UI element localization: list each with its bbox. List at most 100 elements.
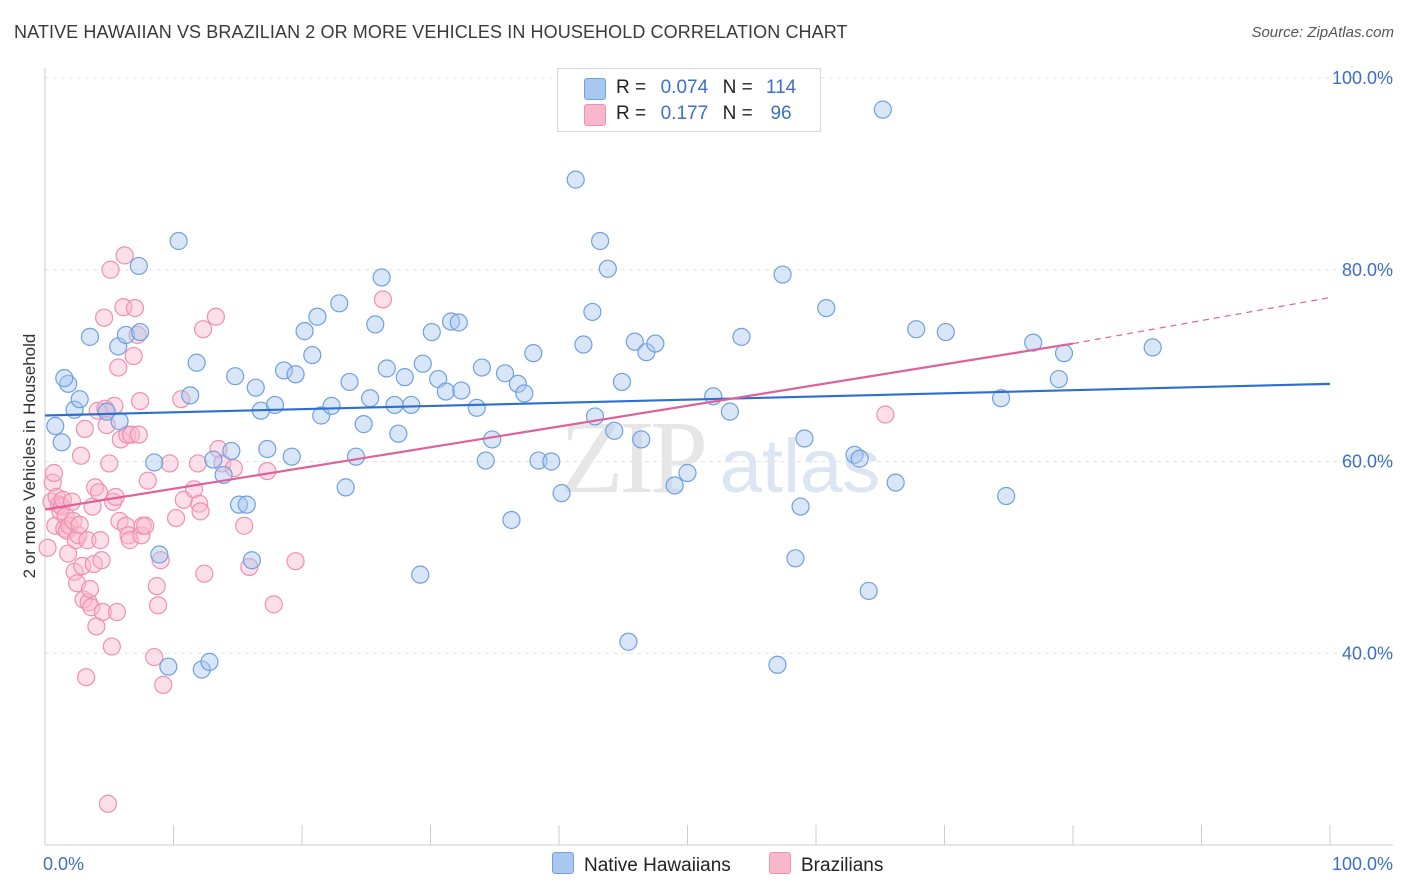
bottom-legend-label-brazilians: Brazilians [801,855,884,876]
native-hawaiian-point [795,429,814,448]
brazilian-point [206,307,226,326]
native-hawaiian-point [873,100,892,119]
native-hawaiian-point [181,386,200,405]
brazilian-point [79,593,98,612]
legend-r-value-blue: 0.074 [660,77,709,98]
native-hawaiian-point [786,549,805,568]
brazilian-point [151,551,170,570]
native-hawaiian-point [389,424,408,443]
brazilians-trend-extension [1072,296,1331,345]
native-hawaiian-point [591,231,610,251]
native-hawaiian-point [385,395,404,415]
native-hawaiian-point [583,302,602,322]
native-hawaiian-point [169,231,188,251]
native-hawaiian-point [768,655,787,674]
native-hawaiian-point [632,430,651,449]
brazilian-point [82,598,101,617]
brazilian-point [160,454,179,473]
brazilian-point [43,473,62,492]
native-hawaiian-point [200,652,219,671]
native-hawaiian-point [116,325,136,345]
y-axis-label: 2 or more Vehicles in Household [20,334,39,579]
native-hawaiian-point [308,307,327,326]
native-hawaiian-point [619,632,638,651]
native-hawaiian-point [242,551,261,570]
native-hawaiian-point [859,581,878,601]
brazilian-point [98,794,118,813]
native-hawaiian-point [340,372,359,392]
brazilians-trend-line [44,342,1074,511]
brazilian-point [80,579,100,599]
native-hawaiian-point [483,430,502,449]
native-hawaiian-point [441,312,461,331]
brazilian-point [107,602,127,622]
native-hawaiian-point [354,415,373,434]
brazilian-point [145,647,164,667]
native-hawaiian-point [720,402,740,421]
native-hawaiian-point [773,265,792,284]
brazilian-point [166,508,186,528]
native-hawaiian-point [366,315,385,334]
brazilian-point [59,544,78,563]
native-hawaiian-point [70,390,89,409]
brazilian-point [235,516,254,535]
native-hawaiian-point [204,450,223,469]
native-hawaiian-point [145,453,164,472]
brazilian-point [91,531,110,550]
native-hawaiian-point [237,495,256,514]
native-hawaiian-point [295,322,314,341]
native-hawaiian-point [665,476,684,495]
brazilian-point [190,494,209,513]
brazilian-point [93,602,112,622]
x-tick-label-min: 0.0% [43,854,84,874]
native-hawaiian-point [55,368,74,388]
native-hawaiian-point [226,367,245,386]
brazilian-point [148,596,168,615]
native-hawaiian-point [1054,344,1074,363]
native-hawaiian-point [574,335,593,354]
brazilian-point [130,391,150,411]
brazilian-point [191,502,210,521]
brazilian-point [71,446,91,465]
legend-n-value-blue: 114 [765,77,797,98]
native-hawaiian-point [258,439,277,459]
native-hawaiian-point [515,384,534,403]
native-hawaiian-point [130,322,150,342]
bottom-legend-label-native-hawaiians: Native Hawaiians [584,855,731,876]
brazilian-point [213,454,232,473]
native-hawaiian-point [791,497,810,516]
native-hawaiian-point [246,378,265,397]
brazilian-point [195,564,214,583]
brazilian-point [78,531,97,550]
native-hawaiian-point [598,259,617,278]
brazilian-point [74,590,93,609]
brazilian-point [876,405,895,424]
native-hawaiian-point [605,421,624,440]
brazilian-point [75,419,94,439]
legend-swatch-pink [584,104,606,126]
native-hawaiian-point [150,545,169,564]
native-hawaiian-point [336,478,355,497]
native-hawaiian-point [476,451,495,470]
native-hawaiian-point [566,170,585,189]
native-hawaiian-point [850,449,869,468]
brazilian-point [38,538,57,557]
native-hawaiian-point [80,327,100,346]
native-hawaiian-point [52,433,71,452]
native-hawaiian-point [646,334,665,353]
native-hawaiian-point [495,364,515,383]
legend: R = 0.074 N = 114 R = 0.177 N = 96 [557,68,821,132]
brazilian-point [172,390,191,409]
native-hawaiian-point [395,368,414,387]
brazilian-point [77,668,96,687]
native-hawaiian-point [449,313,468,332]
native-hawaiian-point [678,463,697,483]
bottom-legend-swatch-pink [769,852,791,874]
brazilian-point [92,551,111,570]
native-hawaiian-point [110,412,129,431]
brazilian-point [193,320,213,339]
brazilian-point [154,675,173,694]
brazilian-point [101,260,120,279]
brazilian-point [124,346,143,366]
